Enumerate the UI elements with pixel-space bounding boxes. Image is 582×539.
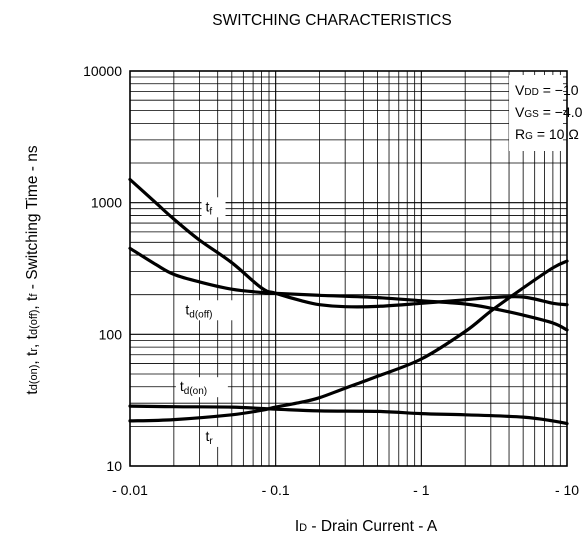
x-tick-label: - 0.01 xyxy=(112,482,148,498)
x-tick-label: - 1 xyxy=(413,482,430,498)
series-label-bg xyxy=(175,377,228,398)
x-tick-label: - 0.1 xyxy=(262,482,290,498)
axes: - 0.01 - 0.1 - 1 - 10 10 100 1000 10000 xyxy=(83,63,579,498)
conditions-box xyxy=(509,75,563,151)
y-tick-label: 1000 xyxy=(91,195,122,211)
series-label-bg xyxy=(201,197,226,218)
series-line-tr xyxy=(128,259,569,423)
y-tick-label: 10000 xyxy=(83,63,122,79)
x-axis-label: ID - Drain Current - A xyxy=(295,518,438,535)
y-axis-label: td(on), tr, td(off), tf - Switching Time… xyxy=(24,145,41,394)
chart-title: SWITCHING CHARACTERISTICS xyxy=(212,12,451,29)
series-line-tdon xyxy=(128,404,569,426)
condition-text: RG = 10 Ω xyxy=(515,126,579,142)
y-tick-label: 100 xyxy=(99,326,123,342)
series-label-tr: tr xyxy=(206,428,214,447)
series-line-tf xyxy=(128,177,569,309)
series-label-bg xyxy=(181,300,234,321)
series-line-tdoff xyxy=(128,246,569,332)
series-label-tf: tf xyxy=(206,198,213,217)
series-label-bg xyxy=(201,426,226,447)
y-tick-label: 10 xyxy=(106,458,122,474)
plot-frame xyxy=(129,70,568,467)
x-tick-label: - 10 xyxy=(555,482,579,498)
